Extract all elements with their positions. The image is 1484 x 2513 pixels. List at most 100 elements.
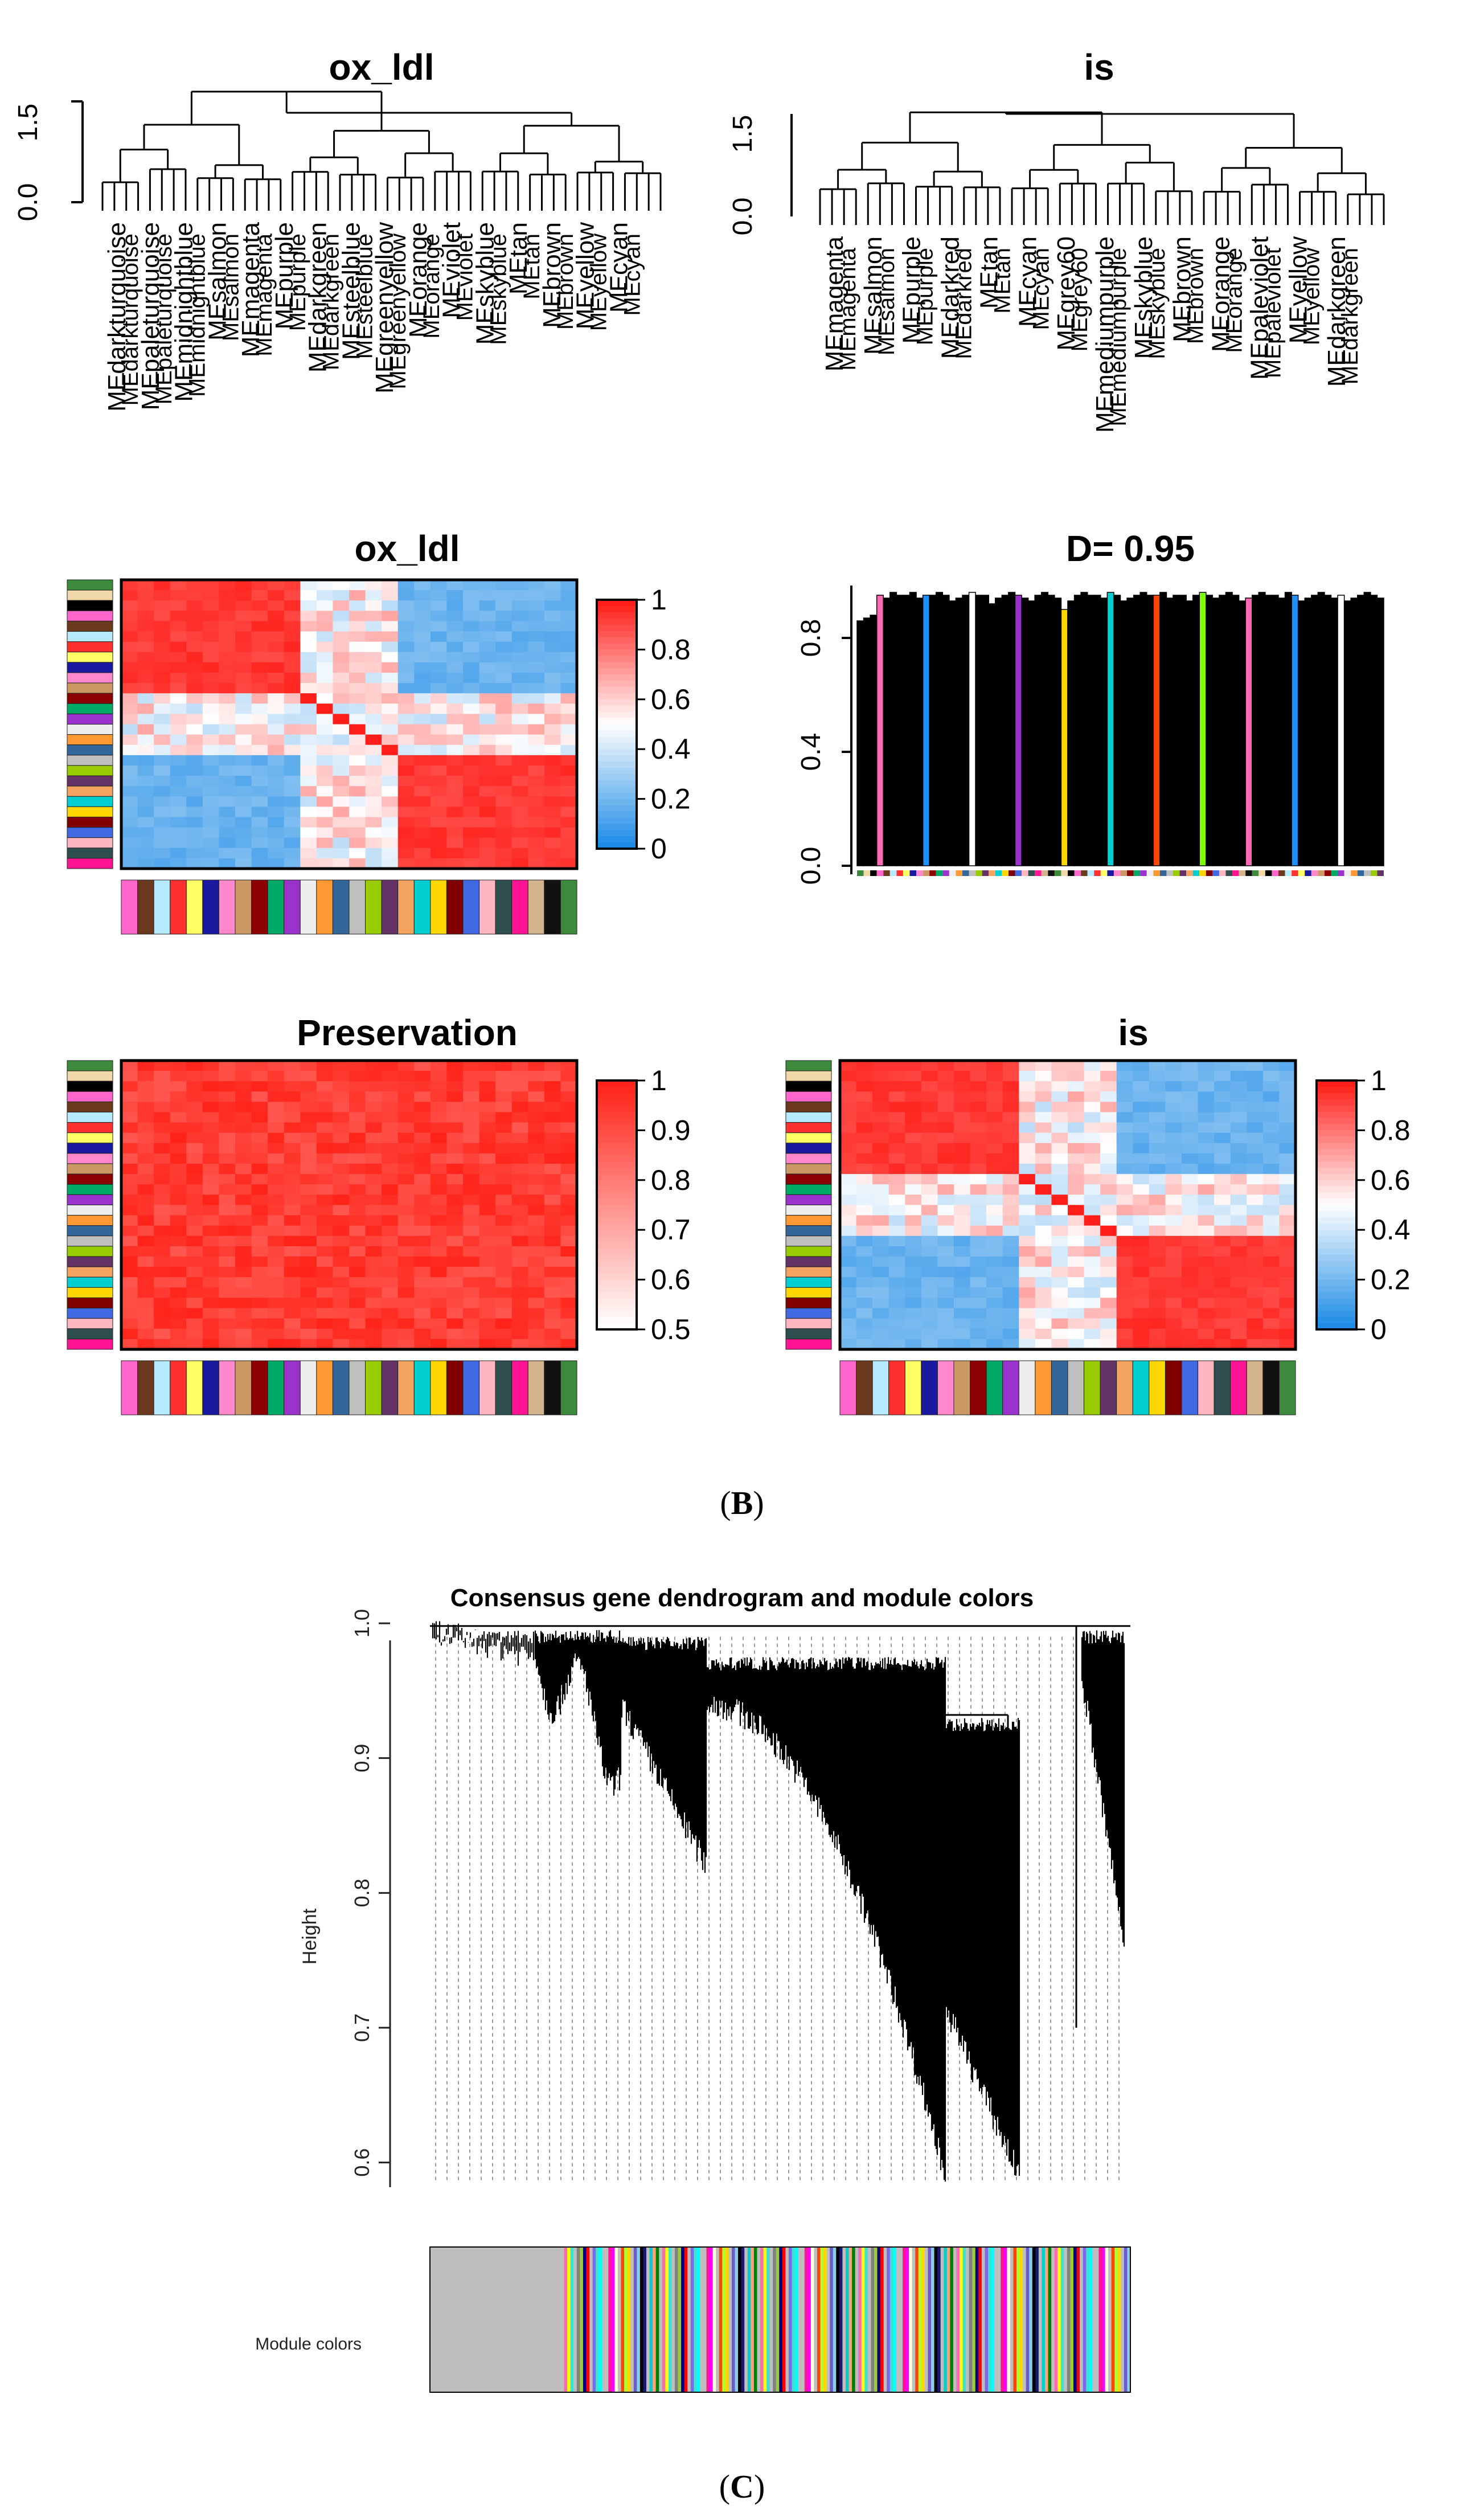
heatmap-is-cell [1035,1164,1052,1174]
heatmap-preservation-cell [446,1256,464,1267]
module-color-stripe [747,2247,751,2392]
heatmap-oxldl-cell [560,672,577,683]
heatmap-preservation-cell [170,1318,187,1329]
heatmap-oxldl-cell [495,662,513,673]
heatmap-preservation-cell [284,1256,301,1267]
heatmap-oxldl-cell [333,848,350,859]
heatmap-oxldl-cell [560,776,577,787]
heatmap-preservation-cell [137,1071,154,1082]
heatmap-oxldl-row-module-color [67,796,113,807]
heatmap-oxldl-cell [300,590,317,601]
module-color-stripe [937,2247,941,2392]
heatmap-oxldl-cell [479,848,496,859]
module-color-stripe [1042,2247,1046,2392]
heatmap-preservation-row-module-color [67,1235,113,1247]
heatmap-oxldl-row-module-color [67,827,113,838]
heatmap-preservation-cell [511,1235,528,1247]
heatmap-is-cell [888,1091,905,1103]
heatmap-preservation-cell [137,1308,154,1319]
module-color-stripe [766,2247,770,2392]
heatmap-oxldl-cell [479,724,496,735]
heatmap-oxldl-cell [495,580,513,591]
heatmap-is-cell [1035,1112,1052,1123]
heatmap-is-cell [1262,1102,1280,1113]
heatmap-is-cell [921,1102,938,1113]
heatmap-is-cell [1133,1328,1150,1340]
heatmap-preservation-cell [219,1132,236,1144]
heatmap-oxldl-cell [154,827,171,838]
heatmap-preservation-cell [121,1256,138,1267]
heatmap-is-cell [1116,1091,1133,1103]
bar-67 [1291,595,1299,866]
heatmap-oxldl-cell [414,734,431,746]
heatmap-is-cell [1149,1287,1166,1299]
heatmap-oxldl-cell [430,837,448,849]
heatmap-is-cell [921,1256,938,1267]
heatmap-oxldl-cell [544,641,561,653]
heatmap-oxldl-cell [495,755,513,766]
heatmap-preservation-cell [316,1071,334,1082]
heatmap-is-cell [1002,1174,1019,1185]
heatmap-is-cell [1230,1256,1247,1267]
heatmap-oxldl-cell [560,652,577,663]
heatmap-oxldl-cell [121,734,138,746]
heatmap-preservation-cell [251,1339,268,1350]
heatmap-preservation-cell [479,1225,496,1237]
heatmap-is-col-module-color [921,1360,938,1415]
heatmap-oxldl-cell [333,807,350,818]
heatmap-preservation-cell [365,1298,382,1309]
heatmap-is-cell [921,1143,938,1154]
heatmap-is-cell [1051,1256,1068,1267]
heatmap-oxldl-col-module-color [544,879,561,935]
heatmap-preservation-cell [397,1194,415,1206]
dendrogram-oxldl-leaf-label: MEtan [505,222,532,294]
heatmap-oxldl-cell [446,693,464,704]
heatmap-preservation-cell [511,1102,528,1113]
heatmap-oxldl-cell [414,683,431,694]
heatmap-is-cell [1100,1153,1117,1164]
heatmap-preservation-col-module-color [316,1360,333,1415]
heatmap-is-cell [1100,1205,1117,1216]
heatmap-preservation-cell [463,1287,480,1299]
heatmap-preservation-cell [495,1267,513,1278]
heatmap-oxldl-cell [349,621,366,632]
heatmap-is-cell [1133,1277,1150,1288]
heatmap-preservation-cell [463,1215,480,1226]
heatmap-oxldl-cell [219,580,236,591]
heatmap-is-cell [1182,1339,1199,1350]
heatmap-preservation-row-module-color [67,1276,113,1288]
heatmap-is-cell [1149,1205,1166,1216]
heatmap-is-cell [1068,1328,1085,1340]
heatmap-preservation-col-module-color [349,1360,366,1415]
heatmap-is-cell [937,1112,954,1123]
heatmap-oxldl-cell [251,786,268,797]
heatmap-preservation-cell [463,1132,480,1144]
heatmap-is-cell [1002,1235,1019,1247]
heatmap-is-row-module-color [785,1205,832,1216]
heatmap-preservation-cell [170,1277,187,1288]
heatmap-is-cell [970,1184,987,1195]
heatmap-is-cell [1279,1102,1296,1113]
heatmap-is-cell [1002,1318,1019,1329]
bar-module-color [1351,870,1358,876]
heatmap-preservation-cell [349,1143,366,1154]
heatmap-oxldl-row-module-color [67,806,113,817]
heatmap-preservation-cell [414,1164,431,1174]
heatmap-is-cell [1198,1298,1215,1309]
heatmap-oxldl-row-module-color [67,703,113,714]
heatmap-preservation-cell [349,1081,366,1092]
heatmap-oxldl-cell [528,837,545,849]
module-color-stripe [728,2247,732,2392]
heatmap-oxldl-cell [137,755,154,766]
heatmap-oxldl-cell [365,580,382,591]
heatmap-preservation-cell [560,1081,577,1092]
heatmap-is-cell [1149,1246,1166,1257]
heatmap-is-cell [856,1091,873,1103]
module-color-stripe [960,2247,964,2392]
heatmap-oxldl-cell [154,817,171,828]
heatmap-is-row-module-color [785,1112,832,1123]
dendrogram-oxldl-leaf-label-echo: MEdarkturquoise [118,234,143,406]
heatmap-is-cell [1262,1246,1280,1257]
heatmap-oxldl-cell [170,600,187,611]
heatmap-oxldl-cell [560,590,577,601]
